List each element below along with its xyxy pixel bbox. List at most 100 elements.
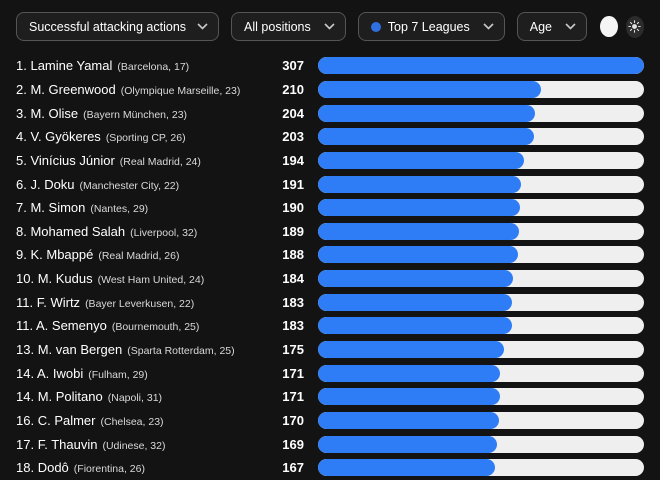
player-club-age: (Bayern München, 23) bbox=[83, 108, 188, 121]
player-rank: 8. bbox=[16, 223, 27, 239]
player-value: 210 bbox=[282, 81, 304, 97]
position-dropdown-label: All positions bbox=[244, 19, 311, 34]
player-name: M. Kudus bbox=[37, 271, 93, 287]
bar-track bbox=[318, 459, 644, 477]
player-rank: 1. bbox=[16, 58, 27, 74]
league-dropdown-content: Top 7 Leagues bbox=[370, 20, 470, 34]
player-value: 167 bbox=[282, 460, 304, 476]
player-rank: 14. bbox=[16, 389, 35, 405]
player-label[interactable]: 4. V. Gyökeres (Sporting CP, 26) bbox=[16, 129, 262, 144]
metric-dropdown[interactable]: Successful attacking actions bbox=[16, 12, 220, 41]
bar-track bbox=[318, 341, 644, 358]
player-rank: 6. bbox=[16, 176, 27, 192]
light-theme-button[interactable] bbox=[600, 16, 618, 37]
player-name: V. Gyökeres bbox=[30, 129, 101, 145]
metric-dropdown-label: Successful attacking actions bbox=[29, 19, 187, 34]
player-value: 171 bbox=[282, 365, 304, 381]
player-label[interactable]: 9. K. Mbappé (Real Madrid, 26) bbox=[16, 247, 262, 262]
table-row: 11. A. Semenyo (Bournemouth, 25) 183 bbox=[16, 314, 644, 338]
player-label[interactable]: 11. A. Semenyo (Bournemouth, 25) bbox=[16, 318, 262, 333]
player-label[interactable]: 7. M. Simon (Nantes, 29) bbox=[16, 200, 262, 215]
bar-fill bbox=[318, 435, 498, 453]
bar-fill bbox=[318, 364, 500, 382]
player-label[interactable]: 8. Mohamed Salah (Liverpool, 32) bbox=[16, 224, 262, 239]
bar-track bbox=[318, 151, 644, 169]
player-name: M. Politano bbox=[37, 389, 103, 405]
player-club-age: (Barcelona, 17) bbox=[117, 61, 190, 74]
player-name: Vinícius Júnior bbox=[30, 152, 115, 168]
player-name-line: 10. M. Kudus bbox=[16, 271, 93, 286]
table-row: 9. K. Mbappé (Real Madrid, 26) 188 bbox=[16, 243, 644, 267]
player-name-line: 11. A. Semenyo bbox=[16, 318, 107, 333]
table-row: 13. M. van Bergen (Sparta Rotterdam, 25)… bbox=[16, 338, 644, 362]
player-label[interactable]: 11. F. Wirtz (Bayer Leverkusen, 22) bbox=[16, 295, 262, 310]
bar-track bbox=[318, 80, 644, 98]
player-rank: 14. bbox=[16, 365, 35, 381]
player-club-age: (Manchester City, 22) bbox=[79, 179, 180, 192]
bar-fill bbox=[318, 459, 496, 477]
player-label[interactable]: 3. M. Olise (Bayern München, 23) bbox=[16, 106, 262, 121]
table-row: 3. M. Olise (Bayern München, 23) 204 bbox=[16, 101, 644, 125]
player-label[interactable]: 2. M. Greenwood (Olympique Marseille, 23… bbox=[16, 82, 262, 97]
player-name-line: 2. M. Greenwood bbox=[16, 82, 116, 97]
bar-fill bbox=[318, 411, 499, 429]
chevron-down-icon bbox=[565, 23, 576, 30]
player-value: 191 bbox=[282, 176, 304, 192]
league-dropdown[interactable]: Top 7 Leagues bbox=[357, 12, 505, 41]
bar-track bbox=[318, 246, 644, 264]
league-dot-icon bbox=[370, 21, 381, 32]
player-rank: 5. bbox=[16, 152, 27, 168]
bar-track bbox=[318, 104, 644, 122]
player-label[interactable]: 14. A. Iwobi (Fulham, 29) bbox=[16, 366, 262, 381]
player-value: 169 bbox=[282, 436, 304, 452]
player-label[interactable]: 10. M. Kudus (West Ham United, 24) bbox=[16, 271, 262, 286]
player-name: M. Greenwood bbox=[30, 81, 116, 97]
player-value: 171 bbox=[282, 389, 304, 405]
player-label[interactable]: 13. M. van Bergen (Sparta Rotterdam, 25) bbox=[16, 342, 262, 357]
player-name-line: 11. F. Wirtz bbox=[16, 295, 80, 310]
bar-fill bbox=[318, 80, 541, 98]
bar-fill bbox=[318, 293, 513, 311]
bar-track bbox=[318, 411, 644, 429]
player-rank: 3. bbox=[16, 105, 27, 121]
bar-track bbox=[318, 270, 644, 288]
player-club-age: (Udinese, 32) bbox=[102, 439, 166, 452]
player-label[interactable]: 17. F. Thauvin (Udinese, 32) bbox=[16, 437, 262, 452]
bar-fill bbox=[318, 57, 644, 75]
table-row: 10. M. Kudus (West Ham United, 24) 184 bbox=[16, 267, 644, 291]
player-name-line: 5. Vinícius Júnior bbox=[16, 153, 115, 168]
player-label[interactable]: 6. J. Doku (Manchester City, 22) bbox=[16, 177, 262, 192]
player-club-age: (Nantes, 29) bbox=[90, 203, 149, 216]
player-value: 183 bbox=[282, 318, 304, 334]
player-label[interactable]: 14. M. Politano (Napoli, 31) bbox=[16, 389, 262, 404]
table-row: 8. Mohamed Salah (Liverpool, 32) 189 bbox=[16, 219, 644, 243]
player-name-line: 16. C. Palmer bbox=[16, 413, 96, 428]
player-label[interactable]: 1. Lamine Yamal (Barcelona, 17) bbox=[16, 58, 262, 73]
dark-theme-button[interactable] bbox=[625, 15, 644, 38]
chevron-down-icon bbox=[483, 23, 494, 30]
player-rank: 11. bbox=[16, 294, 34, 310]
table-row: 17. F. Thauvin (Udinese, 32) 169 bbox=[16, 432, 644, 456]
player-value: 189 bbox=[282, 223, 304, 239]
bar-track bbox=[318, 388, 644, 406]
player-name: A. Iwobi bbox=[36, 365, 84, 381]
bar-track bbox=[318, 128, 644, 146]
bar-track bbox=[318, 175, 644, 193]
table-row: 1. Lamine Yamal (Barcelona, 17) 307 bbox=[16, 54, 644, 78]
bar-track bbox=[318, 435, 644, 453]
player-name-line: 3. M. Olise bbox=[16, 106, 78, 121]
table-row: 14. A. Iwobi (Fulham, 29) 171 bbox=[16, 361, 644, 385]
bar-fill bbox=[318, 104, 535, 122]
player-label[interactable]: 5. Vinícius Júnior (Real Madrid, 24) bbox=[16, 153, 262, 168]
player-name: F. Thauvin bbox=[37, 436, 98, 452]
player-club-age: (Sporting CP, 26) bbox=[105, 132, 186, 145]
position-dropdown[interactable]: All positions bbox=[231, 12, 346, 41]
age-dropdown[interactable]: Age bbox=[516, 12, 588, 41]
player-name-line: 1. Lamine Yamal bbox=[16, 58, 112, 73]
player-label[interactable]: 16. C. Palmer (Chelsea, 23) bbox=[16, 413, 262, 428]
player-name: F. Wirtz bbox=[36, 294, 81, 310]
player-rank: 11. bbox=[16, 318, 34, 334]
player-club-age: (Real Madrid, 24) bbox=[119, 155, 201, 168]
player-label[interactable]: 18. Dodô (Fiorentina, 26) bbox=[16, 460, 262, 475]
player-name-line: 9. K. Mbappé bbox=[16, 247, 93, 262]
